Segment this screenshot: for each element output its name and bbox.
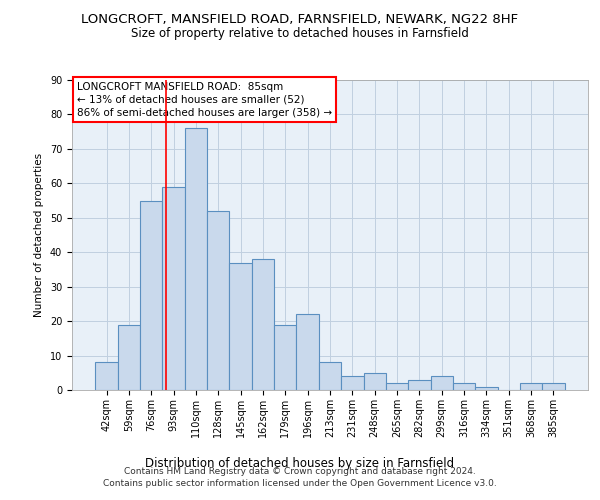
Bar xyxy=(408,380,431,390)
Bar xyxy=(431,376,453,390)
Bar xyxy=(319,362,341,390)
Bar xyxy=(229,262,252,390)
Text: Size of property relative to detached houses in Farnsfield: Size of property relative to detached ho… xyxy=(131,28,469,40)
Bar xyxy=(185,128,207,390)
Text: LONGCROFT MANSFIELD ROAD:  85sqm
← 13% of detached houses are smaller (52)
86% o: LONGCROFT MANSFIELD ROAD: 85sqm ← 13% of… xyxy=(77,82,332,118)
Text: LONGCROFT, MANSFIELD ROAD, FARNSFIELD, NEWARK, NG22 8HF: LONGCROFT, MANSFIELD ROAD, FARNSFIELD, N… xyxy=(82,12,518,26)
Bar xyxy=(542,383,565,390)
Bar xyxy=(386,383,408,390)
Bar xyxy=(520,383,542,390)
Bar xyxy=(118,324,140,390)
Bar xyxy=(453,383,475,390)
Bar xyxy=(296,314,319,390)
Y-axis label: Number of detached properties: Number of detached properties xyxy=(34,153,44,317)
Bar xyxy=(274,324,296,390)
Bar xyxy=(207,211,229,390)
Bar xyxy=(364,373,386,390)
Bar xyxy=(95,362,118,390)
Bar xyxy=(140,200,163,390)
Text: Contains HM Land Registry data © Crown copyright and database right 2024.
Contai: Contains HM Land Registry data © Crown c… xyxy=(103,466,497,487)
Bar xyxy=(475,386,497,390)
Bar xyxy=(252,259,274,390)
Text: Distribution of detached houses by size in Farnsfield: Distribution of detached houses by size … xyxy=(145,458,455,470)
Bar xyxy=(341,376,364,390)
Bar xyxy=(163,187,185,390)
